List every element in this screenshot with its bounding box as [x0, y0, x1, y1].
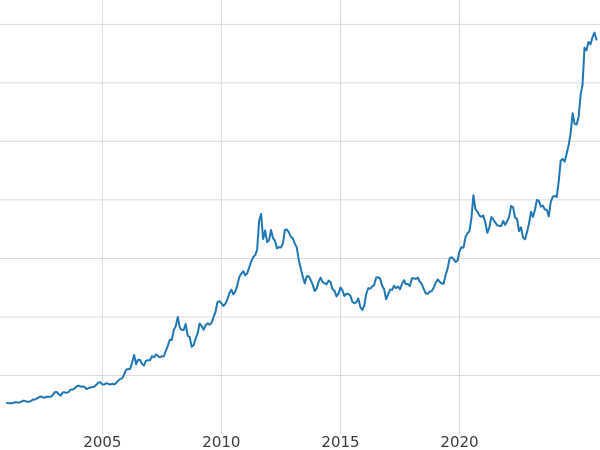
x-tick-label: 2015	[321, 433, 359, 450]
series-layer	[6, 31, 598, 405]
x-tick-label: 2010	[202, 433, 240, 450]
x-tick-label: 2005	[83, 433, 121, 450]
price-line	[6, 31, 598, 405]
grid-layer	[0, 0, 600, 434]
axis-layer: 2005 2010 2015 2020	[83, 433, 478, 450]
x-tick-label: 2020	[440, 433, 478, 450]
